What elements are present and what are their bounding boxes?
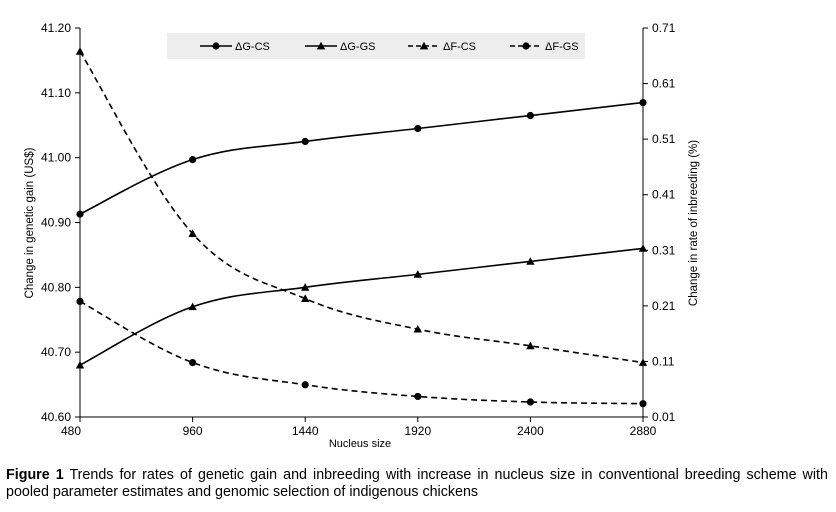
x-tick-label: 480	[61, 424, 81, 438]
series-4	[76, 297, 647, 408]
y-right-tick-label: 0.61	[652, 77, 676, 91]
series-point	[75, 47, 85, 55]
series-point	[189, 156, 197, 164]
legend-swatch-marker	[419, 41, 429, 50]
series-point	[526, 398, 535, 406]
series-point	[76, 297, 84, 306]
series-1	[76, 98, 647, 218]
series-layer	[75, 47, 648, 408]
x-tick-label: 2400	[517, 424, 544, 438]
series-point	[639, 98, 647, 107]
series-point	[638, 358, 648, 366]
series-3	[75, 47, 648, 366]
y-left-tick-label: 40.60	[41, 410, 71, 424]
series-2	[75, 244, 648, 369]
series-point	[301, 381, 309, 389]
y-right-tick-label: 0.71	[652, 21, 676, 35]
series-point	[301, 294, 310, 302]
x-axis-label: Nucleus size	[329, 438, 391, 450]
x-tick-label: 960	[183, 424, 203, 438]
y-right-tick-label: 0.21	[652, 299, 676, 313]
series-point	[301, 137, 309, 146]
figure-caption: Figure 1 Trends for rates of genetic gai…	[6, 467, 828, 501]
series-line	[79, 300, 644, 405]
series-line	[79, 247, 644, 366]
y-right-tick-label: 0.51	[652, 132, 676, 146]
series-point	[413, 270, 422, 278]
legend-background	[167, 33, 585, 59]
legend-label: ΔF-CS	[443, 41, 476, 53]
chart: ΔG-CS ΔG-GS ΔF-CS ΔF-GS 40.60 40.70 40.80 40.9…	[24, 21, 700, 450]
series-point	[526, 341, 535, 350]
y-left-tick-label: 41.00	[41, 151, 71, 165]
legend-swatch-marker	[212, 42, 220, 50]
y-left-tick-label: 40.80	[41, 280, 71, 294]
y-axis-left-label: Change in genetic gain (US$)	[24, 147, 36, 298]
series-point	[413, 324, 422, 333]
x-tick-label: 1440	[292, 424, 319, 438]
series-point	[414, 392, 422, 401]
x-tick-label: 1920	[404, 424, 431, 438]
series-point	[638, 244, 648, 252]
series-point	[188, 302, 197, 311]
series-line	[79, 50, 644, 364]
y-left-tick-label: 40.70	[41, 345, 71, 359]
caption-label: Figure 1	[6, 467, 64, 483]
series-point	[414, 124, 422, 133]
legend-item: ΔF-GS	[510, 41, 579, 53]
series-point	[188, 229, 197, 237]
legend-swatch-marker	[316, 41, 326, 50]
legend-label: ΔG-CS	[235, 41, 270, 53]
series-point	[301, 283, 310, 291]
y-right-tick-label: 0.11	[652, 354, 675, 368]
series-point	[189, 358, 197, 367]
legend: ΔG-CS ΔG-GS ΔF-CS ΔF-GS	[200, 41, 579, 53]
legend-item: ΔG-GS	[305, 41, 375, 53]
series-point	[526, 111, 535, 120]
y-right-tick-label: 0.41	[652, 188, 676, 202]
legend-item: ΔG-CS	[200, 41, 270, 53]
y-right-tick-label: 0.31	[652, 243, 676, 257]
legend-item: ΔF-CS	[408, 41, 476, 53]
series-point	[76, 210, 84, 218]
legend-label: ΔG-GS	[340, 41, 375, 53]
y-left-tick-label: 40.90	[41, 216, 71, 230]
legend-label: ΔF-GS	[545, 41, 579, 53]
caption-text: Trends for rates of genetic gain and inb…	[6, 467, 828, 500]
y-left-tick-label: 41.20	[41, 21, 71, 35]
series-point	[639, 400, 647, 408]
y-right-tick-label: 0.01	[652, 410, 676, 424]
series-point	[75, 360, 85, 369]
legend-swatch-marker	[522, 42, 530, 50]
series-line	[79, 101, 644, 215]
axes: 40.60 40.70 40.80 40.90 41.00 41.10 41.20 0.01 0…	[41, 21, 676, 438]
y-axis-right-label: Change in rate of inbreeding (%)	[688, 140, 700, 306]
series-point	[526, 257, 535, 265]
y-left-tick-label: 41.10	[41, 86, 71, 100]
x-tick-label: 2880	[630, 424, 657, 438]
